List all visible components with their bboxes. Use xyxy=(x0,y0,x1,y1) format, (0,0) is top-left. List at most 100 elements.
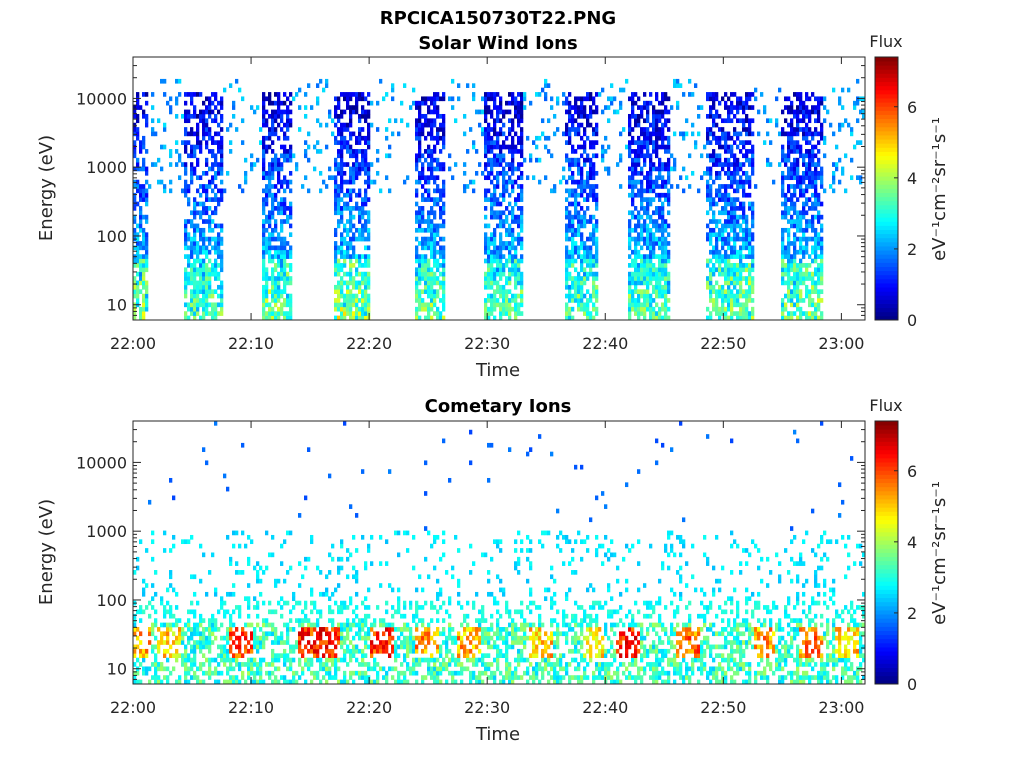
spectrogram-cell xyxy=(499,271,503,277)
spectrogram-cell xyxy=(814,170,818,176)
spectrogram-cell xyxy=(184,113,188,119)
spectrogram-cell xyxy=(640,214,644,220)
spectrogram-cell xyxy=(820,227,824,233)
spectrogram-cell xyxy=(274,276,278,281)
spectrogram-cell xyxy=(691,122,695,128)
spectrogram-cell xyxy=(136,245,140,251)
spectrogram-cell xyxy=(427,241,431,246)
spectrogram-cell xyxy=(415,254,419,259)
x-tick-label: 22:00 xyxy=(110,334,156,353)
spectrogram-cell xyxy=(133,140,137,145)
spectrogram-cell xyxy=(142,648,146,654)
spectrogram-cell xyxy=(256,157,260,163)
spectrogram-cell xyxy=(673,131,677,137)
spectrogram-cell xyxy=(202,653,206,658)
spectrogram-cell xyxy=(799,219,803,224)
spectrogram-cell xyxy=(205,140,209,145)
spectrogram-cell xyxy=(718,153,722,159)
spectrogram-cell xyxy=(133,293,137,299)
spectrogram-cell xyxy=(139,206,143,211)
spectrogram-cell xyxy=(133,289,137,294)
spectrogram-cell xyxy=(430,241,434,246)
spectrogram-cell xyxy=(367,170,371,176)
spectrogram-cell xyxy=(334,227,338,233)
spectrogram-cell xyxy=(178,78,182,84)
spectrogram-cell xyxy=(220,192,224,198)
spectrogram-cell xyxy=(748,280,752,286)
spectrogram-cell xyxy=(835,144,839,150)
spectrogram-cell xyxy=(568,135,572,141)
spectrogram-cell xyxy=(712,306,716,312)
spectrogram-cell xyxy=(796,236,800,242)
spectrogram-cell xyxy=(658,214,662,220)
spectrogram-cell xyxy=(796,166,800,172)
spectrogram-cell xyxy=(637,113,641,119)
spectrogram-cell xyxy=(220,170,224,176)
spectrogram-cell xyxy=(712,162,716,167)
spectrogram-cell xyxy=(340,175,344,181)
spectrogram-cell xyxy=(595,293,599,299)
spectrogram-cell xyxy=(490,232,494,238)
spectrogram-cell xyxy=(814,227,818,233)
spectrogram-cell xyxy=(268,306,272,312)
spectrogram-cell xyxy=(721,241,725,246)
spectrogram-cell xyxy=(661,214,665,220)
spectrogram-cell xyxy=(811,280,815,286)
spectrogram-cell xyxy=(646,197,650,202)
spectrogram-cell xyxy=(490,236,494,242)
spectrogram-cell xyxy=(442,206,446,211)
spectrogram-cell xyxy=(427,219,431,224)
spectrogram-cell xyxy=(349,122,353,128)
spectrogram-cell xyxy=(790,263,794,268)
spectrogram-cell xyxy=(439,210,443,216)
spectrogram-cell xyxy=(595,219,599,224)
spectrogram-cell xyxy=(265,280,269,286)
spectrogram-cell xyxy=(589,170,593,176)
spectrogram-cell xyxy=(511,166,515,172)
spectrogram-cell xyxy=(730,254,734,259)
spectrogram-cell xyxy=(646,280,650,286)
spectrogram-cell xyxy=(169,162,173,167)
spectrogram-cell xyxy=(415,258,419,264)
spectrogram-cell xyxy=(208,236,212,242)
spectrogram-cell xyxy=(724,271,728,277)
spectrogram-cell xyxy=(274,311,278,316)
spectrogram-cell xyxy=(637,214,641,220)
spectrogram-cell xyxy=(616,162,620,167)
spectrogram-cell xyxy=(343,122,347,128)
spectrogram-cell xyxy=(289,263,293,268)
spectrogram-cell xyxy=(199,613,203,619)
spectrogram-cell xyxy=(805,92,809,97)
spectrogram-cell xyxy=(367,236,371,242)
spectrogram-cell xyxy=(736,298,740,303)
spectrogram-cell xyxy=(283,210,287,216)
spectrogram-cell xyxy=(661,302,665,308)
spectrogram-cell xyxy=(442,254,446,259)
spectrogram-cell xyxy=(349,306,353,312)
spectrogram-cell xyxy=(655,144,659,150)
spectrogram-cell xyxy=(391,96,395,102)
spectrogram-cell xyxy=(484,140,488,145)
spectrogram-cell xyxy=(136,679,140,685)
spectrogram-cell xyxy=(439,315,443,321)
spectrogram-cell xyxy=(667,179,671,185)
spectrogram-cell xyxy=(220,118,224,124)
spectrogram-cell xyxy=(571,144,575,150)
spectrogram-cell xyxy=(727,197,731,202)
spectrogram-cell xyxy=(160,635,164,641)
spectrogram-cell xyxy=(289,302,293,308)
spectrogram-cell xyxy=(805,245,809,251)
spectrogram-cell xyxy=(676,105,680,110)
spectrogram-cell xyxy=(817,241,821,246)
spectrogram-cell xyxy=(613,109,617,115)
spectrogram-cell xyxy=(133,306,137,312)
spectrogram-cell xyxy=(793,280,797,286)
spectrogram-cell xyxy=(136,271,140,277)
spectrogram-cell xyxy=(262,232,266,238)
spectrogram-cell xyxy=(250,153,254,159)
spectrogram-cell xyxy=(355,201,359,207)
spectrogram-cell xyxy=(802,127,806,132)
spectrogram-cell xyxy=(283,122,287,128)
spectrogram-cell xyxy=(211,236,215,242)
spectrogram-cell xyxy=(283,109,287,115)
